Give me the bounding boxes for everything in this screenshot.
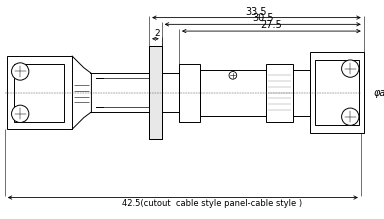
Text: 30.5: 30.5 bbox=[252, 13, 273, 23]
Circle shape bbox=[342, 60, 359, 77]
Bar bbox=[7, 56, 72, 129]
Bar bbox=[310, 52, 364, 133]
Bar bbox=[179, 64, 200, 122]
Circle shape bbox=[12, 105, 29, 122]
Bar bbox=[149, 46, 162, 139]
Bar bbox=[314, 60, 359, 125]
Text: 33.5: 33.5 bbox=[246, 7, 267, 17]
Bar bbox=[200, 70, 266, 116]
Bar bbox=[266, 64, 293, 122]
Circle shape bbox=[229, 71, 237, 79]
Text: 42.5(cutout  cable style panel-cable style ): 42.5(cutout cable style panel-cable styl… bbox=[122, 198, 302, 208]
Text: 27.5: 27.5 bbox=[260, 20, 282, 30]
Text: 2: 2 bbox=[154, 29, 160, 38]
Text: φa: φa bbox=[373, 88, 384, 98]
Bar bbox=[162, 73, 179, 112]
Circle shape bbox=[342, 108, 359, 125]
Bar bbox=[149, 46, 162, 139]
Bar bbox=[293, 70, 310, 116]
Bar bbox=[15, 64, 65, 122]
Circle shape bbox=[12, 63, 29, 80]
